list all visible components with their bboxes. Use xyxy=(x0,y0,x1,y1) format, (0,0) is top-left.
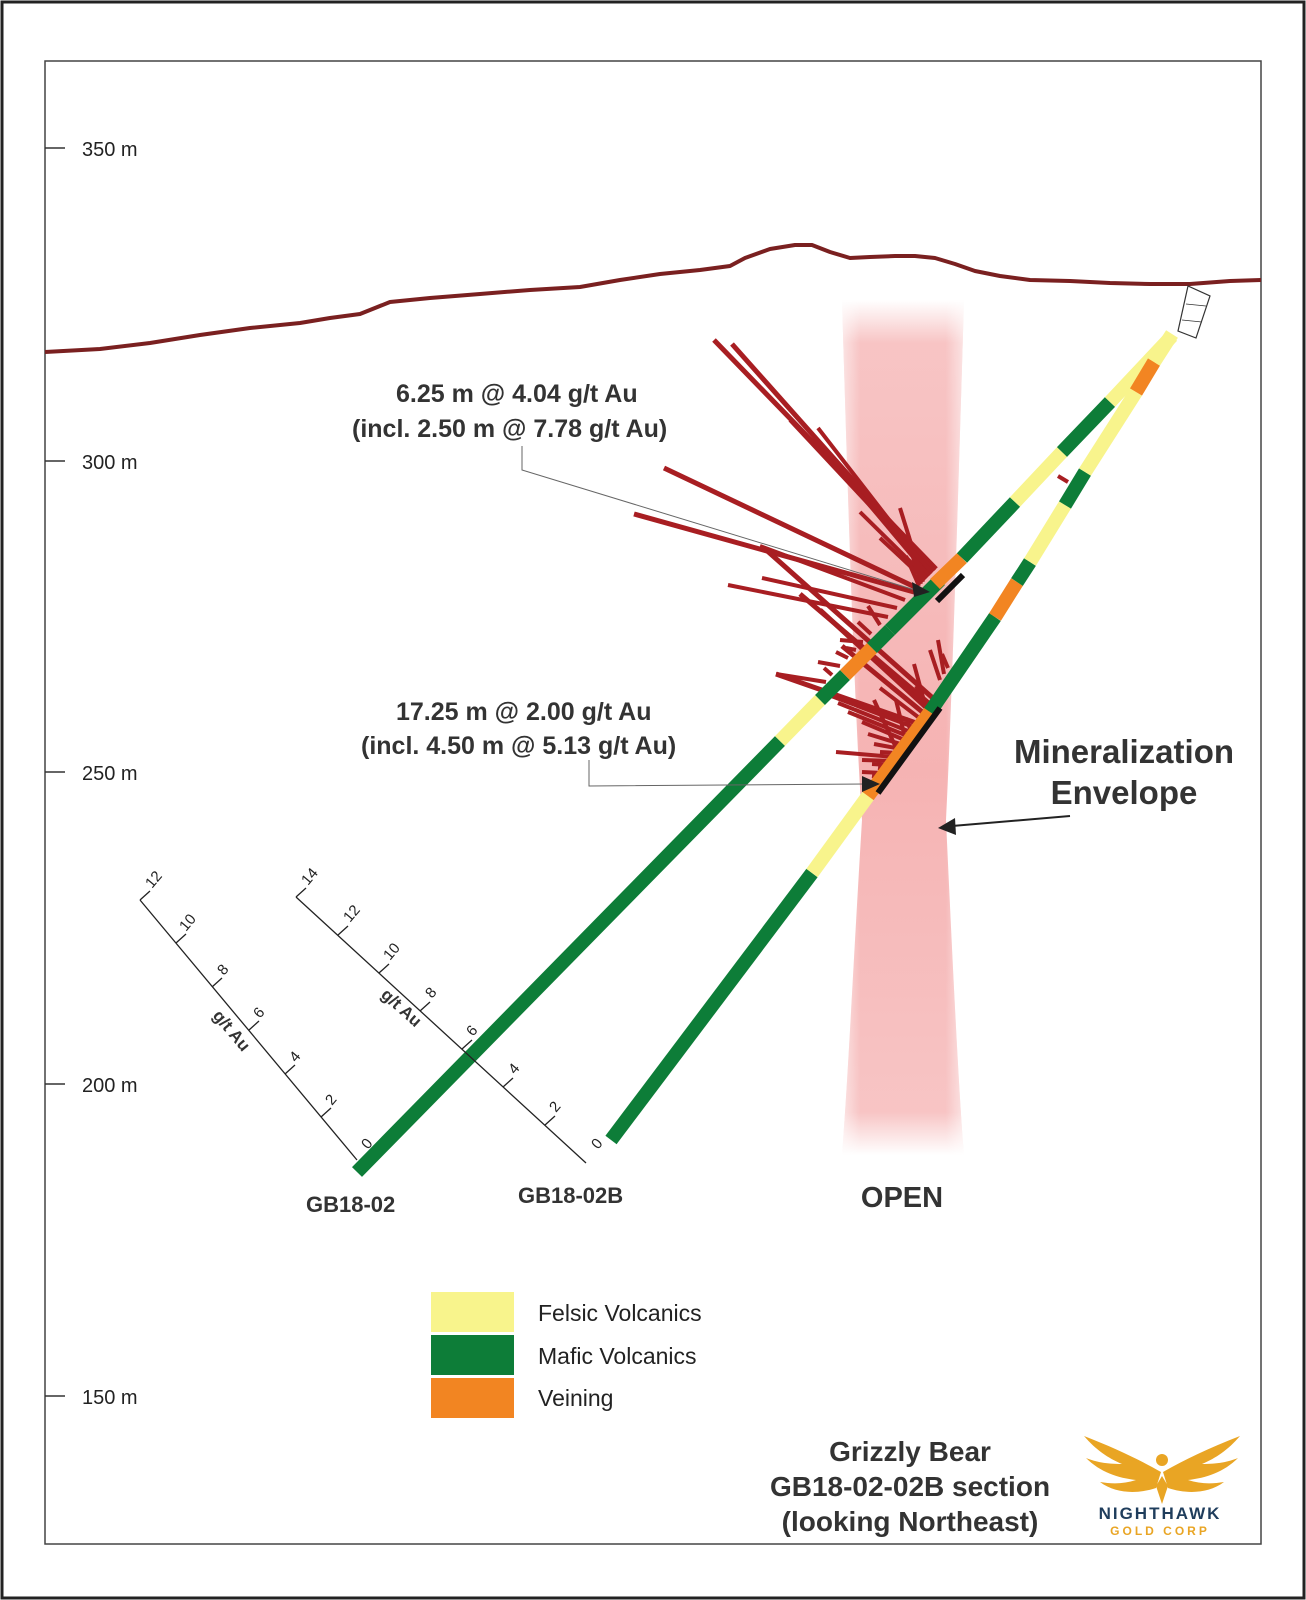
elevation-label: 250 m xyxy=(82,763,138,785)
grade-scale-gb18-02b: 0 2 4 6 8 10 12 14 g/t Au xyxy=(295,865,606,1164)
lithology-legend: Felsic Volcanics Mafic Volcanics Veining xyxy=(431,1292,702,1418)
elevation-label: 150 m xyxy=(82,1387,138,1409)
envelope-label-line2: Envelope xyxy=(1051,774,1198,811)
legend-label: Veining xyxy=(538,1385,613,1411)
open-label: OPEN xyxy=(861,1182,943,1214)
legend-label: Mafic Volcanics xyxy=(538,1343,697,1369)
drillhole-gb18-02-trace xyxy=(352,305,1202,1177)
grade-tick-label: 0 xyxy=(588,1135,606,1152)
plot-frame xyxy=(44,60,1262,1545)
legend-swatch-felsic xyxy=(431,1292,514,1332)
grade-scale-gb18-02: 0 2 4 6 8 10 12 g/t Au xyxy=(139,868,376,1161)
grade-tick-label: 4 xyxy=(286,1048,304,1065)
logo-subtitle: GOLD CORP xyxy=(1110,1524,1210,1538)
grade-tick-label: 4 xyxy=(505,1060,523,1077)
drillhole-gb18-02b-trace xyxy=(605,330,1178,1145)
grade-scale-unit: g/t Au xyxy=(377,985,425,1031)
elevation-label: 200 m xyxy=(82,1075,138,1097)
upper-intercept-line2: (incl. 2.50 m @ 7.78 g/t Au) xyxy=(352,415,667,443)
lower-intercept-line1: 17.25 m @ 2.00 g/t Au xyxy=(396,698,652,726)
legend-swatch-mafic xyxy=(431,1335,514,1375)
leader-lines xyxy=(521,446,1071,835)
lower-intercept-line2: (incl. 4.50 m @ 5.13 g/t Au) xyxy=(361,732,676,760)
grade-tick-label: 12 xyxy=(142,868,166,892)
topography-line xyxy=(44,243,1262,354)
grade-tick-label: 14 xyxy=(298,865,322,889)
grade-tick-label: 2 xyxy=(322,1091,340,1108)
section-title-line1: Grizzly Bear xyxy=(829,1436,991,1467)
section-title-line3: (looking Northeast) xyxy=(782,1506,1039,1537)
grade-tick-label: 12 xyxy=(340,902,364,926)
envelope-label-line1: Mineralization xyxy=(1014,733,1234,770)
elevation-axis: 350 m 300 m 250 m 200 m 150 m xyxy=(45,139,138,1409)
legend-swatch-veining xyxy=(431,1378,514,1418)
grade-tick-label: 6 xyxy=(250,1004,268,1021)
grade-tick-label: 6 xyxy=(463,1022,481,1039)
elevation-label: 300 m xyxy=(82,452,138,474)
section-title-line2: GB18-02-02B section xyxy=(770,1471,1050,1502)
grade-scale-unit: g/t Au xyxy=(209,1006,254,1055)
upper-intercept-line1: 6.25 m @ 4.04 g/t Au xyxy=(396,380,638,408)
grade-tick-label: 8 xyxy=(422,984,440,1001)
logo-name: NIGHTHAWK xyxy=(1099,1504,1222,1523)
elevation-label: 350 m xyxy=(82,139,138,161)
grade-tick-label: 2 xyxy=(546,1098,564,1115)
grade-tick-label: 10 xyxy=(176,911,200,935)
collar-marker xyxy=(1177,285,1211,339)
grade-tick-label: 8 xyxy=(214,961,232,978)
drillhole-label: GB18-02 xyxy=(306,1192,395,1217)
legend-label: Felsic Volcanics xyxy=(538,1300,702,1326)
drillhole-label: GB18-02B xyxy=(518,1183,623,1208)
grade-tick-label: 10 xyxy=(380,940,404,964)
hawk-wings-icon xyxy=(1084,1436,1240,1504)
nighthawk-logo: NIGHTHAWK GOLD CORP xyxy=(1084,1436,1240,1538)
